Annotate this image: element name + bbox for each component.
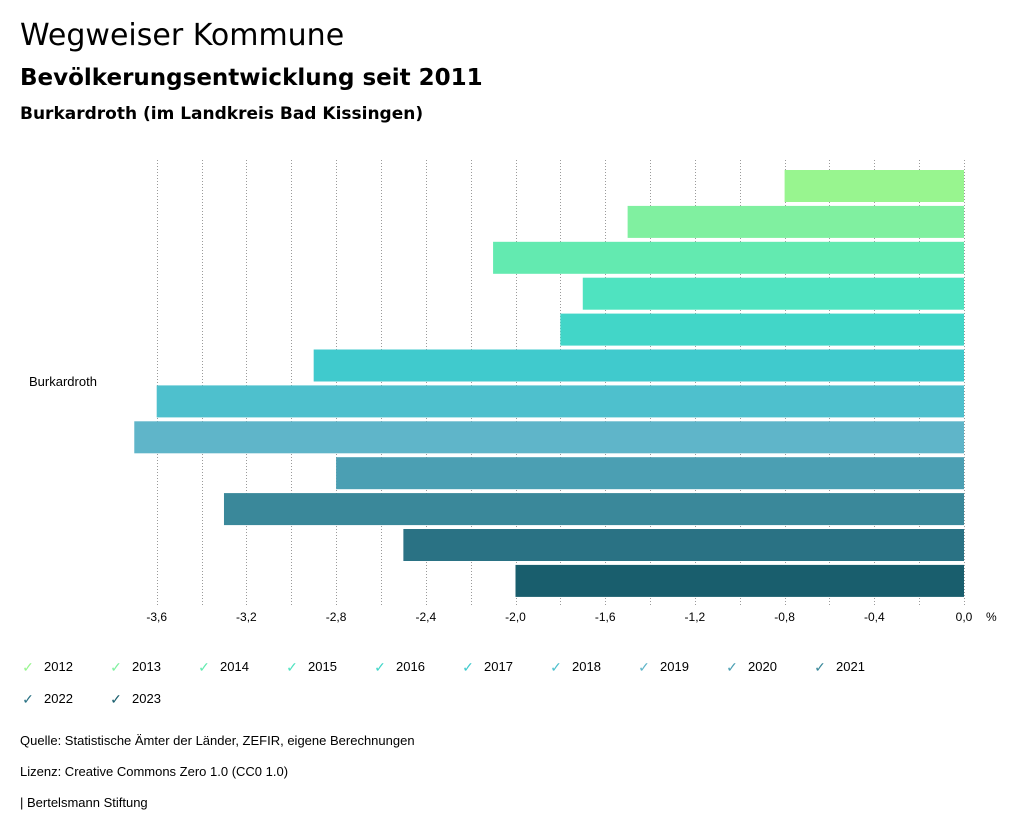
x-tick-label: -1,2 xyxy=(685,610,706,624)
check-icon: ✓ xyxy=(726,658,738,675)
x-tick-label: -2,8 xyxy=(326,610,347,624)
check-icon: ✓ xyxy=(638,658,650,675)
bar-2012 xyxy=(784,170,964,202)
legend-label: 2013 xyxy=(132,659,161,674)
x-axis: -3,6 -3,2 -2,8 -2,4 -2,0 -1,6 -1,2 -0,8 -0,4 0,0% xyxy=(146,610,997,624)
bar-2014 xyxy=(493,241,964,274)
check-icon: ✓ xyxy=(286,658,298,675)
gridlines xyxy=(157,160,965,605)
legend-item-2012[interactable]: ✓ 2012 xyxy=(20,659,73,674)
bar-2017 xyxy=(313,349,964,382)
publisher-note: | Bertelsmann Stiftung xyxy=(20,795,148,810)
bar-2015 xyxy=(582,277,964,310)
legend-item-2023[interactable]: ✓ 2023 xyxy=(108,691,161,706)
legend-label: 2020 xyxy=(748,659,777,674)
x-tick-label: -0,4 xyxy=(864,610,885,624)
legend-label: 2014 xyxy=(220,659,249,674)
bar-chart: -3,6 -3,2 -2,8 -2,4 -2,0 -1,6 -1,2 -0,8 -0,4 0,0%… xyxy=(29,160,997,624)
legend-label: 2019 xyxy=(660,659,689,674)
legend-item-2013[interactable]: ✓ 2013 xyxy=(108,659,161,674)
bar-2023 xyxy=(515,564,964,597)
check-icon: ✓ xyxy=(550,658,562,675)
legend-item-2022[interactable]: ✓ 2022 xyxy=(20,691,73,706)
category-label: Burkardroth xyxy=(29,374,97,389)
x-tick-label: -2,4 xyxy=(415,610,436,624)
license-note: Lizenz: Creative Commons Zero 1.0 (CC0 1… xyxy=(20,764,289,779)
check-icon: ✓ xyxy=(110,658,122,675)
x-tick-label: -3,6 xyxy=(146,610,167,624)
legend-label: 2015 xyxy=(308,659,337,674)
legend-item-2018[interactable]: ✓ 2018 xyxy=(548,659,601,674)
source-note: Quelle: Statistische Ämter der Länder, Z… xyxy=(20,733,415,748)
x-axis-unit: % xyxy=(986,610,997,624)
legend-label: 2022 xyxy=(44,691,73,706)
legend-item-2021[interactable]: ✓ 2021 xyxy=(812,659,865,674)
region-label: Burkardroth (im Landkreis Bad Kissingen) xyxy=(20,104,424,124)
chart-subtitle: Bevölkerungsentwicklung seit 2011 xyxy=(20,65,483,91)
check-icon: ✓ xyxy=(110,690,122,707)
legend-item-2017[interactable]: ✓ 2017 xyxy=(460,659,513,674)
legend-label: 2023 xyxy=(132,691,161,706)
legend-item-2015[interactable]: ✓ 2015 xyxy=(284,659,337,674)
x-tick-label: -3,2 xyxy=(236,610,257,624)
x-tick-label: -1,6 xyxy=(595,610,616,624)
check-icon: ✓ xyxy=(22,658,34,675)
check-icon: ✓ xyxy=(22,690,34,707)
check-icon: ✓ xyxy=(814,658,826,675)
bar-2020 xyxy=(336,457,965,490)
bar-2021 xyxy=(223,493,965,526)
check-icon: ✓ xyxy=(462,658,474,675)
chart-title: Wegweiser Kommune xyxy=(20,18,345,53)
bar-2022 xyxy=(403,529,964,561)
bar-2013 xyxy=(627,205,964,238)
legend-label: 2018 xyxy=(572,659,601,674)
bar-2019 xyxy=(134,421,964,454)
x-tick-label: 0,0 xyxy=(956,610,973,624)
legend-item-2019[interactable]: ✓ 2019 xyxy=(636,659,689,674)
x-tick-label: -0,8 xyxy=(774,610,795,624)
check-icon: ✓ xyxy=(198,658,210,675)
bar-2016 xyxy=(560,313,964,346)
legend-item-2020[interactable]: ✓ 2020 xyxy=(724,659,777,674)
legend-label: 2017 xyxy=(484,659,513,674)
legend-label: 2021 xyxy=(836,659,865,674)
bars xyxy=(134,170,965,597)
check-icon: ✓ xyxy=(374,658,386,675)
legend-label: 2016 xyxy=(396,659,425,674)
legend-item-2016[interactable]: ✓ 2016 xyxy=(372,659,425,674)
legend-label: 2012 xyxy=(44,659,73,674)
x-tick-label: -2,0 xyxy=(505,610,526,624)
legend-item-2014[interactable]: ✓ 2014 xyxy=(196,659,249,674)
bar-2018 xyxy=(156,385,964,418)
